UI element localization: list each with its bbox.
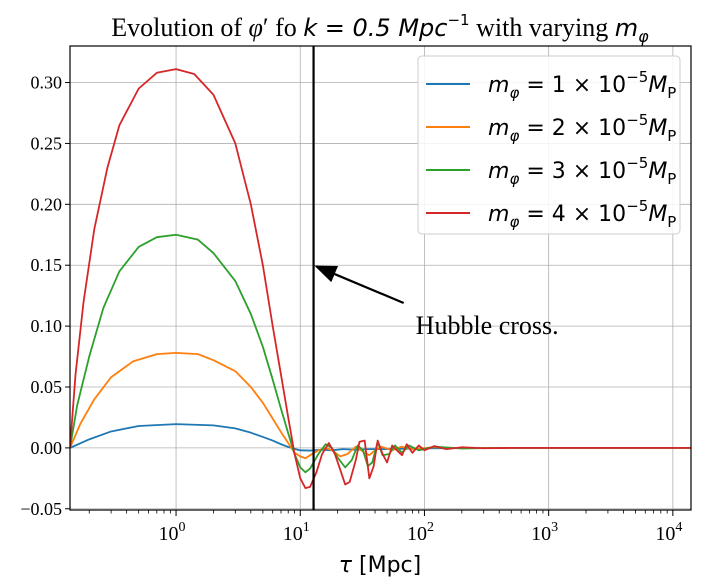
legend-label: mφ = 3 × 10−5MP [488, 154, 676, 188]
y-tick-label: 0.20 [31, 194, 63, 214]
y-tick-label: 0.25 [31, 133, 63, 153]
annotation-text: Hubble cross. [416, 311, 559, 340]
y-tick-label: 0.00 [31, 438, 63, 458]
x-tick-label: 100 [159, 520, 186, 545]
legend-label: mφ = 4 × 10−5MP [488, 197, 676, 231]
y-tick-label: 0.30 [31, 73, 63, 93]
series-line-2 [70, 352, 691, 460]
series-line-3 [70, 233, 691, 474]
legend: mφ = 1 × 10−5MP mφ = 2 × 10−5MP mφ = 3 × 1… [417, 55, 681, 235]
chart-title: Evolution of φ′ fo k = 0.5 Mpc−1 with va… [111, 11, 649, 46]
annotation-arrow [314, 265, 405, 304]
x-tick-label: 102 [407, 520, 434, 545]
y-tick-label: 0.10 [31, 316, 63, 336]
y-tick-label: −0.05 [20, 499, 62, 519]
series-layer [70, 68, 691, 489]
x-axis-ticks: 100 101 102 103 104 [88, 510, 682, 545]
x-tick-label: 101 [283, 520, 310, 545]
legend-label: mφ = 2 × 10−5MP [488, 111, 676, 145]
x-axis-label: τ [Mpc] [339, 553, 421, 578]
legend-label: mφ = 1 × 10−5MP [488, 68, 676, 102]
legend-box [417, 55, 681, 235]
y-axis-ticks: −0.05 0.00 0.05 0.10 0.15 0.20 0.25 0.30 [20, 73, 70, 519]
y-tick-label: 0.15 [31, 255, 63, 275]
series-line-4 [70, 68, 691, 489]
x-tick-label: 104 [655, 520, 682, 545]
x-tick-label: 103 [531, 520, 558, 545]
y-tick-label: 0.05 [31, 377, 63, 397]
plot-frame [69, 45, 692, 511]
